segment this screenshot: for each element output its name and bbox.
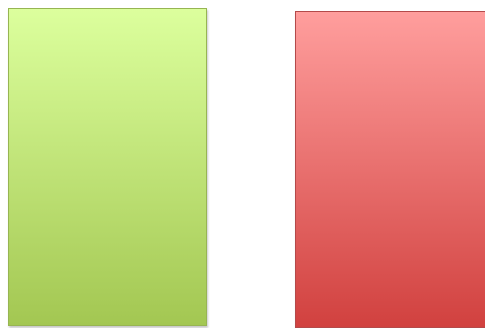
green-gradient-rectangle bbox=[8, 8, 207, 326]
red-gradient-rectangle bbox=[295, 11, 485, 328]
